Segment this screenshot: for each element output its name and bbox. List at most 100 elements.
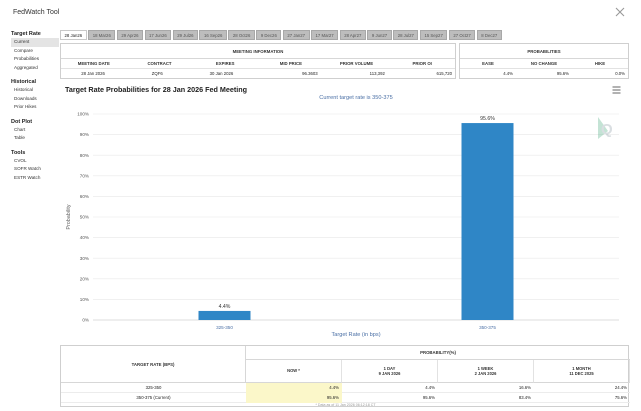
meeting-info-value-4: 113,392: [369, 71, 385, 76]
app-title: FedWatch Tool: [13, 9, 60, 16]
probabilities-panel: PROBABILITIES EASE NO CHANGE HIKE 4.4% 95.6…: [459, 43, 629, 79]
hamburger-menu-icon[interactable]: [612, 86, 621, 94]
sidebar-heading-tools: Tools: [11, 149, 26, 156]
sidebar-item-current[interactable]: Current: [11, 38, 59, 47]
sidebar-item-sofr-watch[interactable]: SOFR Watch: [14, 166, 41, 171]
data-label-350-375: 95.6%: [480, 116, 495, 122]
meeting-info-value-5: 615,720: [436, 71, 453, 76]
sidebar-nav: Target Rate Current Compare Probabilities Ag…: [11, 30, 59, 182]
tab-28-jan26[interactable]: 28 Jan26: [60, 30, 87, 40]
bar-350-375: [461, 123, 514, 320]
svg-text:Q: Q: [601, 121, 613, 138]
tab-29-apr26[interactable]: 29 Apr26: [116, 30, 144, 40]
probability-value-0: 4.4%: [503, 71, 513, 76]
target-rate-cell: 350-375 (Current): [136, 395, 171, 400]
sidebar-item-aggregated[interactable]: Aggregated: [14, 64, 38, 70]
column-title: 1 MONTH: [572, 365, 591, 371]
probability-cell: 95.6%: [422, 395, 435, 400]
tab-9-jun27[interactable]: 9 Jun27: [367, 30, 392, 40]
y-tick-label: 70%: [80, 173, 89, 178]
tab-16-sep26[interactable]: 16 Sep26: [199, 30, 227, 40]
sidebar-item-chart[interactable]: Chart: [14, 126, 26, 132]
tab-9-dec26[interactable]: 9 Dec26: [256, 30, 282, 40]
column-now: NOW *: [246, 360, 342, 383]
y-tick-label: 20%: [80, 276, 89, 281]
column-date: 11 DEC 2025: [569, 371, 594, 376]
x-tick-label: 325-350: [216, 325, 233, 330]
y-tick-label: 0%: [82, 318, 89, 323]
sidebar-item-compare[interactable]: Compare: [14, 47, 33, 53]
y-tick-label: 50%: [80, 215, 89, 220]
meeting-info-value-3: 96.3603: [302, 71, 318, 76]
column-date: 9 JAN 2026: [378, 371, 401, 376]
sidebar-item-probabilities[interactable]: Probabilities: [14, 56, 40, 61]
sidebar-item-estr-watch[interactable]: ESTR Watch: [14, 174, 41, 180]
tab-17-mar27[interactable]: 17 Mar27: [311, 30, 339, 40]
meeting-info-column-3: MID PRICE: [279, 61, 302, 66]
y-tick-label: 60%: [80, 194, 89, 199]
probability-column-0: EASE: [482, 61, 494, 66]
probability-cell: 16.6%: [518, 385, 531, 390]
meeting-info-column-4: PRIOR VOLUME: [339, 61, 374, 66]
tab-17-jun26[interactable]: 17 Jun26: [144, 30, 172, 40]
meeting-info-value-1: ZQF6: [151, 71, 163, 76]
meeting-info-value-0: 28 Jan 2026: [81, 71, 105, 76]
meeting-tabs: 28 Jan26 18 Mar26 29 Apr26 17 Jun26 29 Jul26…: [60, 30, 503, 40]
probabilities-columns: EASE NO CHANGE HIKE: [460, 59, 628, 69]
probability-heading: PROBABILITY(%): [246, 346, 630, 360]
probability-column-2: HIKE: [594, 61, 606, 66]
target-rate-heading: TARGET RATE (BPS): [61, 346, 246, 383]
tab-28-apr27[interactable]: 28 Apr27: [339, 30, 366, 40]
column-1-week: 1 WEEK 2 JAN 2026: [438, 360, 534, 383]
meeting-information-values: 28 Jan 2026 ZQF6 30 Jan 2026 96.3603 113,392…: [61, 69, 455, 79]
sidebar-heading-historical: Historical: [11, 79, 37, 85]
meeting-information-heading: MEETING INFORMATION: [61, 44, 455, 59]
probability-cell: 83.4%: [518, 395, 531, 400]
q-logo-icon: Q: [598, 117, 613, 139]
tab-15-sep27[interactable]: 15 Sep27: [419, 30, 448, 40]
probability-column-1: NO CHANGE: [530, 61, 558, 66]
data-timestamp-note: * Data as of 11 Jan 2026 06:12:18 CT: [315, 403, 376, 407]
y-tick-label: 30%: [80, 256, 89, 261]
sidebar-item-historical[interactable]: Historical: [14, 87, 33, 92]
y-tick-label: 90%: [80, 132, 89, 137]
meeting-info-column-2: EXPIRES: [215, 61, 235, 66]
tab-27-jan27[interactable]: 27 Jan27: [282, 30, 310, 40]
sidebar-item-downloads[interactable]: Downloads: [14, 95, 37, 101]
meeting-info-value-2: 30 Jan 2026: [209, 71, 234, 76]
sidebar-heading-target-rate: Target Rate: [11, 31, 41, 37]
y-tick-label: 100%: [77, 112, 89, 117]
x-axis-label: Target Rate (in bps): [331, 332, 380, 338]
probability-chart: 0% 10% 20% 30% 40% 50% 60% 70% 80% 90% 100% 4.4% 325…: [66, 95, 619, 338]
bar-325-350: [198, 310, 251, 320]
column-title: NOW *: [287, 368, 300, 374]
tab-27-oct27[interactable]: 27 Oct27: [448, 30, 476, 40]
tab-29-jul26[interactable]: 29 Jul26: [172, 30, 198, 40]
chart-panel: 0% 10% 20% 30% 40% 50% 60% 70% 80% 90% 100% 4.4% 325…: [60, 81, 629, 343]
meeting-info-column-5: PRIOR OI: [412, 61, 432, 66]
meeting-information-panel: MEETING INFORMATION MEETING DATE CONTRACT…: [60, 43, 456, 79]
probability-cell: 75.6%: [614, 395, 627, 400]
column-1-day: 1 DAY 9 JAN 2026: [342, 360, 438, 383]
sidebar-item-cvol[interactable]: CVOL: [14, 157, 27, 163]
sidebar-heading-dot-plot: Dot Plot: [11, 118, 33, 125]
probability-cell: 24.4%: [614, 385, 627, 390]
column-title: 1 DAY: [383, 365, 396, 371]
probabilities-heading: PROBABILITIES: [460, 44, 628, 59]
tab-8-dec27[interactable]: 8 Dec27: [476, 30, 502, 40]
tab-28-oct26[interactable]: 28 Oct26: [228, 30, 255, 40]
tab-28-jul27[interactable]: 28 Jul27: [393, 30, 419, 40]
sidebar-item-table[interactable]: Table: [14, 135, 25, 140]
tab-18-mar26[interactable]: 18 Mar26: [88, 30, 116, 40]
chart-subtitle: Current target rate is 350-375: [319, 95, 392, 101]
column-date: 2 JAN 2026: [474, 371, 497, 376]
y-tick-label: 40%: [80, 235, 89, 240]
y-tick-label: 80%: [80, 153, 89, 158]
x-tick-label: 350-375: [479, 325, 496, 330]
table-row: 350-375 (Current) 95.6% 95.6% 83.4% 75.6%: [61, 393, 630, 403]
sidebar-item-prior-hikes[interactable]: Prior Hikes: [14, 104, 37, 109]
meeting-info-column-0: MEETING DATE: [77, 61, 110, 66]
column-title: 1 WEEK: [477, 365, 494, 371]
close-icon[interactable]: [614, 6, 626, 18]
probability-cell: 95.6%: [246, 393, 342, 403]
